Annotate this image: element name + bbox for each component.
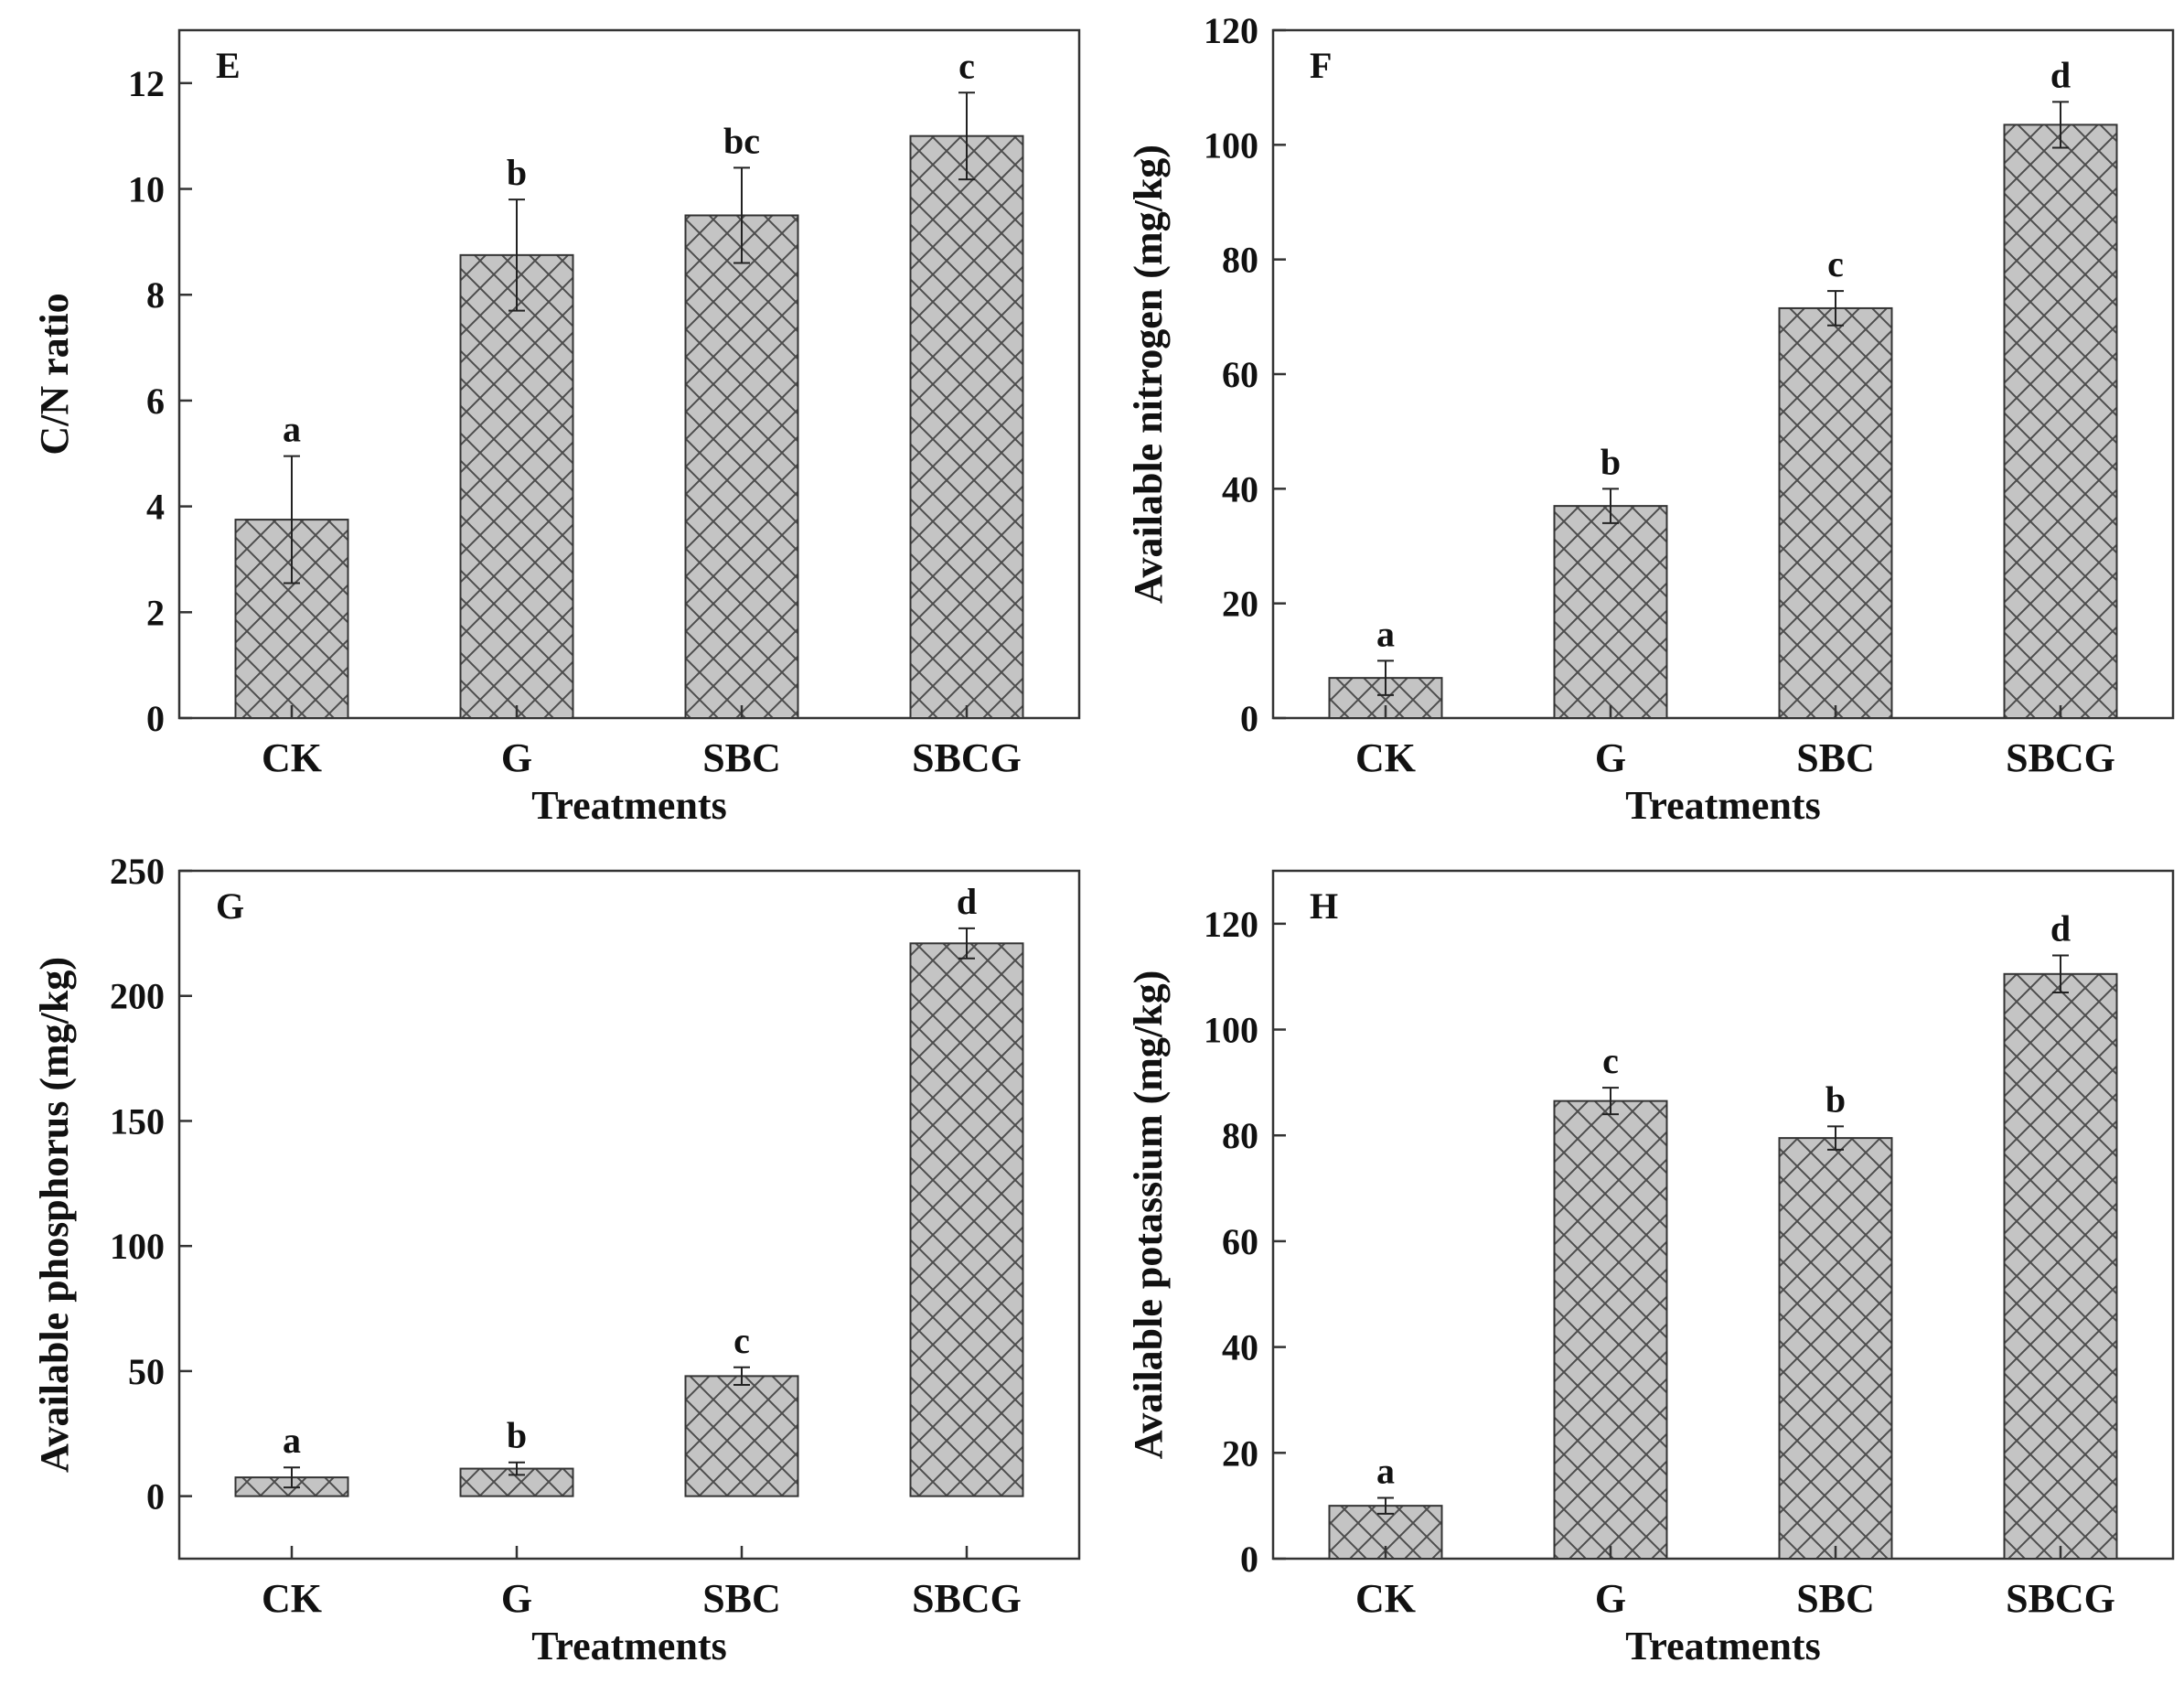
- y-tick-label: 12: [128, 63, 165, 104]
- bar-G: [1553, 1099, 1668, 1560]
- plot-frame: [177, 28, 1081, 720]
- y-tick-label: 50: [128, 1351, 165, 1392]
- significance-label-SBC: c: [733, 1320, 750, 1361]
- bar-SBC: [1778, 1137, 1893, 1560]
- significance-label-SBC: b: [1825, 1078, 1846, 1120]
- y-tick-label: 0: [146, 698, 165, 739]
- y-tick-label: 150: [110, 1100, 165, 1142]
- significance-label-G: b: [507, 1415, 527, 1456]
- x-axis-title: Treatments: [531, 783, 726, 828]
- y-tick-label: 120: [1204, 10, 1258, 51]
- y-tick-label: 20: [1222, 584, 1258, 625]
- y-tick-label: 80: [1222, 240, 1258, 281]
- panel-H: 0 20 40 60 80 100 120 a CK c Gb SBC d SBCG H Treatments…: [1126, 869, 2175, 1668]
- x-axis-title: Treatments: [531, 1624, 726, 1668]
- bar-SBC: [684, 1375, 799, 1497]
- x-axis-title: Treatments: [1625, 783, 1820, 828]
- significance-label-SBC: bc: [723, 120, 760, 161]
- significance-label-CK: a: [283, 1420, 301, 1461]
- x-tick-label-SBC: SBC: [1796, 735, 1875, 780]
- significance-label-CK: a: [1376, 613, 1395, 654]
- bar-SBCG: [2003, 972, 2118, 1561]
- y-tick-label: 250: [110, 851, 165, 892]
- y-axis-title: Available phosphorus (mg/kg): [32, 957, 77, 1473]
- x-tick-label-G: G: [501, 735, 532, 780]
- x-tick-label-SBC: SBC: [702, 1576, 781, 1621]
- y-tick-label: 40: [1222, 1327, 1258, 1368]
- bar-SBCG: [909, 134, 1024, 719]
- bar-G: [1553, 505, 1668, 720]
- y-tick-label: 80: [1222, 1115, 1258, 1156]
- x-tick-label-SBC: SBC: [1796, 1576, 1875, 1621]
- y-axis-title: C/N ratio: [32, 293, 77, 455]
- significance-label-G: c: [1602, 1040, 1619, 1081]
- significance-label-SBCG: d: [2050, 908, 2071, 949]
- y-tick-label: 100: [110, 1226, 165, 1267]
- significance-label-G: b: [507, 152, 527, 193]
- x-tick-label-SBC: SBC: [702, 735, 781, 780]
- y-tick-label: 100: [1204, 124, 1258, 166]
- y-tick-label: 60: [1222, 354, 1258, 395]
- panel-F: 0 20 40 60 80 100 120 a CK b Gc SBC d SBCG F Treatments…: [1126, 10, 2175, 828]
- x-tick-label-CK: CK: [262, 1576, 322, 1621]
- y-tick-label: 4: [146, 487, 165, 528]
- y-tick-label: 0: [146, 1476, 165, 1518]
- x-tick-label-SBCG: SBCG: [2006, 1576, 2115, 1621]
- x-tick-label-CK: CK: [1355, 1576, 1416, 1621]
- y-tick-label: 40: [1222, 468, 1258, 509]
- x-tick-label-G: G: [1595, 1576, 1626, 1621]
- y-axis-title: Available potassium (mg/kg): [1126, 971, 1171, 1460]
- significance-label-CK: a: [1376, 1450, 1395, 1491]
- x-axis-title: Treatments: [1625, 1624, 1820, 1668]
- x-tick-label-SBCG: SBCG: [912, 1576, 1022, 1621]
- significance-label-SBC: c: [1827, 243, 1844, 284]
- bar-SBC: [1778, 306, 1893, 719]
- y-tick-label: 6: [146, 381, 165, 422]
- bar-SBCG: [909, 942, 1024, 1497]
- significance-label-SBCG: d: [2050, 54, 2071, 95]
- panel-letter: E: [216, 45, 241, 86]
- bar-SBCG: [2003, 123, 2118, 719]
- panel-letter: G: [216, 885, 244, 927]
- y-tick-label: 2: [146, 592, 165, 633]
- x-tick-label-CK: CK: [1355, 735, 1416, 780]
- panel-E: 0 2 4 6 8 10 12 a CK b Gbc SBC c SBCG E Treatments C/N r…: [32, 28, 1081, 828]
- significance-label-G: b: [1601, 441, 1621, 482]
- significance-label-SBCG: c: [958, 45, 975, 86]
- x-tick-label-CK: CK: [262, 735, 322, 780]
- panel-letter: H: [1310, 885, 1338, 927]
- y-tick-label: 200: [110, 976, 165, 1017]
- y-tick-label: 20: [1222, 1432, 1258, 1474]
- y-tick-label: 10: [128, 169, 165, 210]
- significance-label-CK: a: [283, 409, 301, 450]
- plot-frame: [1271, 869, 2175, 1561]
- y-tick-label: 0: [1240, 698, 1258, 739]
- x-tick-label-SBCG: SBCG: [912, 735, 1022, 780]
- y-tick-label: 100: [1204, 1010, 1258, 1051]
- x-tick-label-G: G: [501, 1576, 532, 1621]
- bar-G: [459, 253, 574, 719]
- y-tick-label: 120: [1204, 904, 1258, 945]
- y-tick-label: 8: [146, 274, 165, 316]
- y-tick-label: 0: [1240, 1539, 1258, 1580]
- panel-letter: F: [1310, 45, 1332, 86]
- y-axis-title: Available nitrogen (mg/kg): [1126, 145, 1171, 604]
- y-tick-label: 60: [1222, 1221, 1258, 1262]
- x-tick-label-SBCG: SBCG: [2006, 735, 2115, 780]
- plot-frame: [177, 869, 1081, 1561]
- bar-SBC: [684, 214, 799, 719]
- significance-label-SBCG: d: [957, 881, 977, 922]
- x-tick-label-G: G: [1595, 735, 1626, 780]
- panel-G: 050100150200250aCKbGcSBCdSBCGGTreatments…: [32, 851, 1081, 1668]
